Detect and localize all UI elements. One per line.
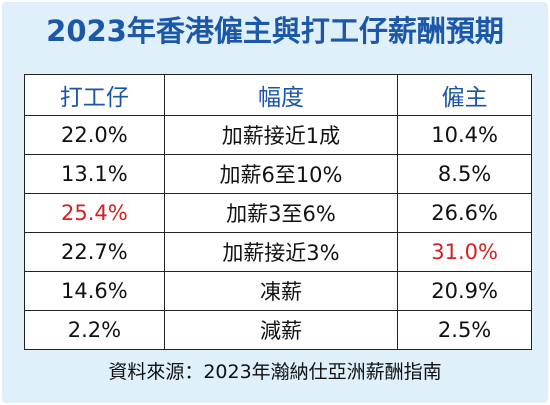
range-cell: 凍薪 xyxy=(163,271,399,311)
employee-cell: 14.6% xyxy=(24,271,165,311)
table-row: 25.4% 加薪3至6% 26.6% xyxy=(24,193,532,233)
table-row: 2.2% 減薪 2.5% xyxy=(24,310,532,350)
range-cell: 加薪接近3% xyxy=(163,232,399,272)
header-employee: 打工仔 xyxy=(24,74,165,116)
salary-table: 打工仔 幅度 僱主 22.0% 加薪接近1成 10.4% 13.1% 加薪6至10% 8.… xyxy=(24,74,532,350)
employer-cell: 2.5% xyxy=(397,310,532,350)
table-body: 22.0% 加薪接近1成 10.4% 13.1% 加薪6至10% 8.5% 25.4% 加薪3… xyxy=(24,115,532,350)
employer-cell: 8.5% xyxy=(397,154,532,194)
header-row: 打工仔 幅度 僱主 xyxy=(24,74,532,116)
range-cell: 減薪 xyxy=(163,310,399,350)
employee-cell: 13.1% xyxy=(24,154,165,194)
source-note: 資料來源：2023年瀚納仕亞洲薪酬指南 xyxy=(108,361,442,383)
header-range: 幅度 xyxy=(163,74,399,116)
table-row: 22.0% 加薪接近1成 10.4% xyxy=(24,115,532,155)
table-row: 22.7% 加薪接近3% 31.0% xyxy=(24,232,532,272)
employee-cell: 22.7% xyxy=(24,232,165,272)
table-row: 14.6% 凍薪 20.9% xyxy=(24,271,532,311)
employer-cell: 20.9% xyxy=(397,271,532,311)
employee-cell: 22.0% xyxy=(24,115,165,155)
chart-title: 2023年香港僱主與打工仔薪酬預期 xyxy=(46,14,504,48)
table-row: 13.1% 加薪6至10% 8.5% xyxy=(24,154,532,194)
employee-cell: 25.4% xyxy=(24,193,165,233)
range-cell: 加薪6至10% xyxy=(163,154,399,194)
employee-cell: 2.2% xyxy=(24,310,165,350)
header-employer: 僱主 xyxy=(397,74,532,116)
range-cell: 加薪接近1成 xyxy=(163,115,399,155)
employer-cell: 31.0% xyxy=(397,232,532,272)
range-cell: 加薪3至6% xyxy=(163,193,399,233)
employer-cell: 10.4% xyxy=(397,115,532,155)
employer-cell: 26.6% xyxy=(397,193,532,233)
